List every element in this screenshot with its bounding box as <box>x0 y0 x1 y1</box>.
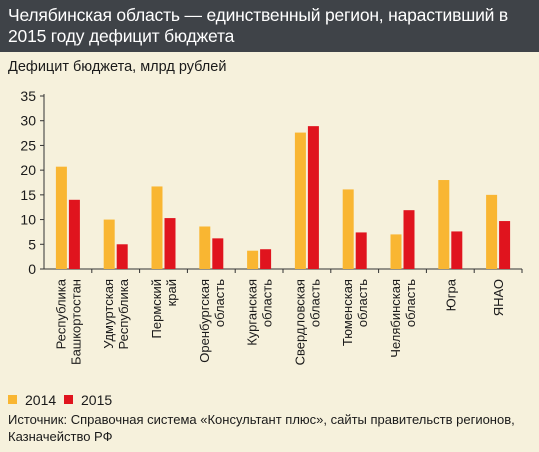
y-tick-label: 15 <box>20 187 36 203</box>
x-tick-label: Башкортостан <box>68 279 83 365</box>
bar-2015 <box>451 231 463 269</box>
bar-2014 <box>294 132 306 269</box>
bar-2014 <box>438 180 450 269</box>
bar-2015 <box>212 238 224 269</box>
bar-2014 <box>151 186 163 269</box>
chart-title-bar: Челябинская область — единственный регио… <box>0 0 539 52</box>
bar-2015 <box>68 199 80 269</box>
bar-2015 <box>116 244 128 269</box>
y-tick-label: 10 <box>20 212 36 228</box>
source-note: Источник: Справочная система «Консультан… <box>8 412 515 444</box>
bar-2014 <box>199 226 211 269</box>
bar-2014 <box>486 194 498 269</box>
legend-label-2015: 2015 <box>81 392 113 408</box>
bar-2014 <box>55 166 67 269</box>
bar-2015 <box>355 232 367 269</box>
bar-2015 <box>403 210 415 269</box>
x-tick-label: ЯНАО <box>491 279 506 316</box>
x-tick-label: Республика <box>116 278 131 349</box>
x-tick-label: Югра <box>443 278 458 311</box>
y-tick-label: 25 <box>20 137 36 153</box>
y-tick-label: 0 <box>28 261 36 277</box>
y-tick-label: 35 <box>20 88 36 104</box>
x-tick-label: Свердловская <box>292 279 307 365</box>
x-tick-label: область <box>355 279 370 327</box>
bar-2014 <box>342 189 354 269</box>
x-tick-label: Курганская <box>245 279 260 346</box>
x-tick-label: область <box>260 279 275 327</box>
bar-2014 <box>390 234 402 269</box>
y-axis-label: Дефицит бюджета, млрд рублей <box>8 59 227 75</box>
x-tick-label: область <box>403 279 418 327</box>
bar-2014 <box>103 219 115 269</box>
bar-2014 <box>247 250 259 269</box>
legend-swatch-2015 <box>64 395 73 404</box>
bar-2015 <box>260 249 272 269</box>
x-tick-label: Челябинская <box>388 279 403 358</box>
chart-title: Челябинская область — единственный регио… <box>8 5 508 46</box>
x-tick-label: Удмуртская <box>101 279 116 349</box>
legend-label-2014: 2014 <box>25 392 57 408</box>
x-tick-label: Тюменская <box>340 279 355 346</box>
bar-2015 <box>307 126 319 269</box>
x-tick-label: Республика <box>53 278 68 349</box>
y-tick-label: 5 <box>28 236 36 252</box>
bar-2015 <box>499 221 511 269</box>
x-tick-label: область <box>307 279 322 327</box>
x-tick-label: край <box>164 279 179 306</box>
x-tick-label: Пермский <box>149 279 164 338</box>
x-tick-label: Оренбургская <box>197 279 212 363</box>
legend-swatch-2014 <box>8 395 17 404</box>
y-tick-label: 20 <box>20 162 36 178</box>
y-tick-label: 30 <box>20 113 36 129</box>
bar-2015 <box>164 218 176 269</box>
x-tick-label: область <box>212 279 227 327</box>
